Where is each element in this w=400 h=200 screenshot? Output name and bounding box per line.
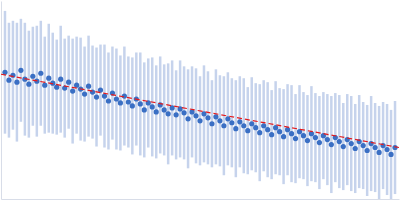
point	[293, 136, 298, 141]
point	[361, 143, 366, 148]
point	[94, 94, 99, 99]
point	[253, 125, 258, 130]
point	[277, 129, 282, 134]
point	[170, 105, 175, 110]
point	[174, 112, 179, 117]
point	[337, 139, 342, 144]
point	[66, 80, 71, 85]
point	[237, 119, 242, 124]
point	[14, 80, 19, 85]
point	[166, 111, 171, 116]
points	[2, 68, 397, 157]
point	[58, 77, 63, 82]
point	[245, 128, 250, 133]
point	[74, 83, 79, 88]
point	[313, 135, 318, 140]
point	[388, 152, 393, 157]
point	[373, 145, 378, 150]
point	[225, 116, 230, 121]
point	[42, 83, 47, 88]
point	[353, 146, 358, 151]
point	[369, 141, 374, 146]
point	[325, 137, 330, 142]
point	[289, 131, 294, 136]
point	[257, 130, 262, 135]
point	[26, 82, 31, 87]
point	[82, 91, 87, 96]
point	[233, 126, 238, 131]
point	[329, 142, 334, 147]
point	[273, 125, 278, 130]
point	[30, 74, 35, 79]
plot	[1, 2, 400, 200]
point	[285, 127, 290, 132]
point	[86, 84, 91, 89]
point	[118, 100, 123, 105]
point	[126, 99, 131, 104]
point	[138, 101, 143, 106]
point	[38, 71, 43, 76]
point	[142, 107, 147, 112]
point	[162, 107, 167, 112]
point	[377, 150, 382, 155]
axis-line	[1, 2, 2, 200]
point	[301, 133, 306, 138]
error-bars	[5, 11, 395, 199]
point	[18, 68, 23, 73]
point	[150, 104, 155, 109]
point	[205, 115, 210, 120]
point	[265, 127, 270, 132]
point	[221, 123, 226, 128]
point	[154, 109, 159, 114]
point	[241, 123, 246, 128]
point	[317, 140, 322, 145]
point	[181, 110, 186, 115]
point	[130, 103, 135, 108]
point	[197, 118, 202, 123]
chart	[0, 0, 400, 200]
point	[261, 123, 266, 128]
y-axis	[1, 2, 2, 200]
point	[349, 141, 354, 146]
point	[114, 96, 119, 101]
point	[106, 98, 111, 103]
point	[46, 76, 51, 81]
point	[249, 121, 254, 126]
point	[305, 138, 310, 143]
point	[10, 73, 15, 78]
point	[281, 134, 286, 139]
point	[6, 78, 11, 83]
point	[365, 148, 370, 153]
axis-line	[2, 199, 400, 200]
point	[209, 121, 214, 126]
point	[213, 114, 218, 119]
x-axis	[2, 199, 400, 200]
point	[384, 147, 389, 152]
marks	[1, 11, 399, 199]
point	[229, 120, 234, 125]
point	[341, 144, 346, 149]
point	[269, 132, 274, 137]
point	[185, 116, 190, 121]
point	[217, 118, 222, 123]
point	[70, 88, 75, 93]
point	[193, 113, 198, 118]
fit-line	[1, 74, 399, 147]
